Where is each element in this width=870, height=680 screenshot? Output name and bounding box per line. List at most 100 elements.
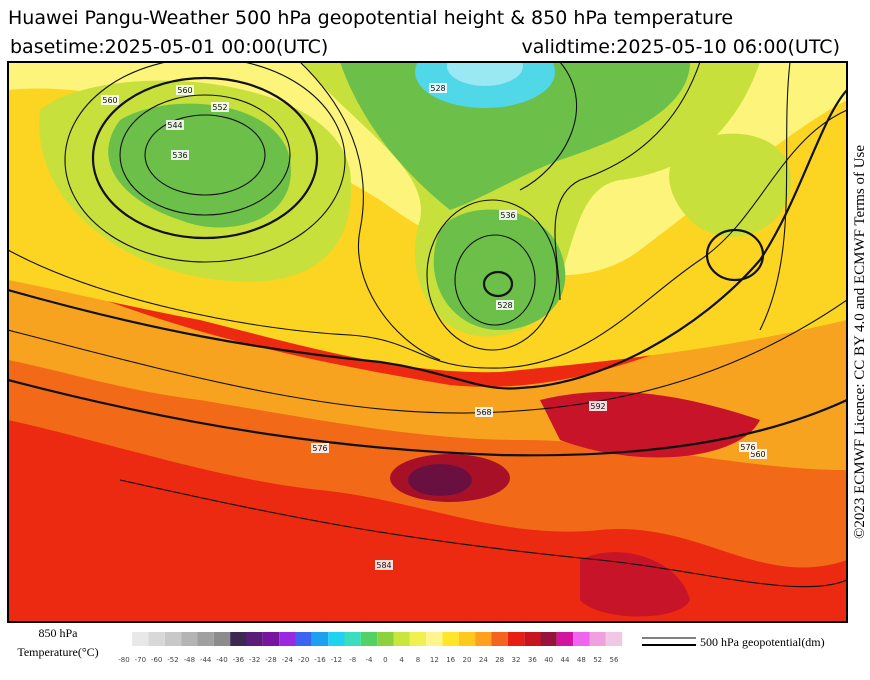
contour-label: 560 xyxy=(102,96,117,105)
colorbar-cell xyxy=(360,632,378,646)
colorbar-tick-label: -16 xyxy=(314,656,326,664)
contour-label-bg xyxy=(375,560,393,570)
contour-label-bg xyxy=(311,443,329,453)
colorbar-tick-label: 8 xyxy=(416,656,420,664)
colorbar-cell xyxy=(458,632,476,646)
colorbar-tick-label: 20 xyxy=(463,656,472,664)
map-frame xyxy=(7,61,848,623)
licence: ©2023 ECMWF Licence: CC BY 4.0 and ECMWF… xyxy=(852,145,868,539)
colorbar-tick-label: 28 xyxy=(495,656,504,664)
contour-label-bg xyxy=(475,407,493,417)
colorbar-tick-label: -24 xyxy=(282,656,294,664)
colorbar-cell xyxy=(540,632,557,646)
colorbar-cell xyxy=(589,632,606,646)
contour-label: 560 xyxy=(750,450,765,459)
colorbar-tick-label: 24 xyxy=(479,656,488,664)
colorbar-cell xyxy=(605,632,623,646)
colorbar-cell xyxy=(344,632,361,646)
contour-label-bg xyxy=(101,95,119,105)
contour-label-bg xyxy=(499,210,517,220)
colorbar-tick-label: -52 xyxy=(167,656,178,664)
colorbar-cell xyxy=(181,632,198,646)
colorbar-cell xyxy=(213,632,231,646)
contour-label: 576 xyxy=(312,444,327,453)
colorbar-cell xyxy=(393,632,410,646)
basetime: basetime:2025-05-01 00:00(UTC) xyxy=(10,36,328,58)
colorbar-cell xyxy=(377,632,394,646)
colorbar-tick-label: 0 xyxy=(383,656,387,664)
contour-label: 576 xyxy=(740,443,755,452)
colorbar-tick-label: -70 xyxy=(135,656,146,664)
colorbar-cell xyxy=(507,632,525,646)
contour-label: 528 xyxy=(430,84,445,93)
colorbar-tick-label: 40 xyxy=(544,656,553,664)
colorbar-tick-label: 52 xyxy=(593,656,602,664)
colorbar-tick-label: -60 xyxy=(151,656,162,664)
contour-label-bg xyxy=(749,449,767,459)
colorbar-cell xyxy=(524,632,541,646)
contour-label: 528 xyxy=(497,301,512,310)
colorbar-cell xyxy=(164,632,182,646)
contour-label-bg xyxy=(211,102,229,112)
contour-label-bg xyxy=(739,442,757,452)
colorbar-cell xyxy=(426,632,443,646)
colorbar-tick-label: 4 xyxy=(399,656,404,664)
colorbar-tick-label: 56 xyxy=(610,656,619,664)
colorbar-tick-label: -8 xyxy=(349,656,356,664)
contour-label-bg xyxy=(176,85,194,95)
colorbar-tick-label: 12 xyxy=(430,656,439,664)
contour-label: 560 xyxy=(177,86,192,95)
contours xyxy=(8,62,847,588)
colorbar-cell xyxy=(556,632,574,646)
colorbar-cell xyxy=(442,632,459,646)
colorbar-cell xyxy=(491,632,508,646)
colorbar-tick-label: 36 xyxy=(528,656,537,664)
colorbar-cell xyxy=(148,632,165,646)
colorbar-tick-label: -12 xyxy=(331,656,342,664)
contour-label-bg xyxy=(496,300,514,310)
colorbar-tick-label: -32 xyxy=(249,656,260,664)
contour-label: 544 xyxy=(167,121,182,130)
colorbar-cell xyxy=(328,632,345,646)
colorbar-tick-label: -20 xyxy=(298,656,309,664)
colorbar-cell xyxy=(573,632,590,646)
colorbar-cell xyxy=(475,632,492,646)
colorbar-cell xyxy=(262,632,280,646)
colorbar-tick-label: 48 xyxy=(577,656,586,664)
contour-label: 592 xyxy=(590,402,605,411)
contour-label-bg xyxy=(166,120,184,130)
contour-label-bg xyxy=(429,83,447,93)
contour-label-bg xyxy=(589,401,607,411)
contour-label: 536 xyxy=(172,151,187,160)
temperature-unit: Temperature(°C) xyxy=(17,645,98,659)
colorbar-cell xyxy=(197,632,214,646)
colorbar-tick-label: -80 xyxy=(118,656,129,664)
title: Huawei Pangu-Weather 500 hPa geopotentia… xyxy=(8,7,733,29)
colorbar-cell xyxy=(295,632,312,646)
contour-legend: 500 hPa geopotential(dm) xyxy=(700,635,825,649)
colorbar-cell xyxy=(230,632,247,646)
colorbar-tick-label: 16 xyxy=(446,656,455,664)
colorbar-tick-label: -28 xyxy=(265,656,276,664)
contour-label: 536 xyxy=(500,211,515,220)
colorbar-tick-label: -36 xyxy=(233,656,245,664)
colorbar-tick-label: 44 xyxy=(561,656,570,664)
colorbar-cell xyxy=(409,632,427,646)
contour-label: 584 xyxy=(376,561,391,570)
validtime: validtime:2025-05-10 06:00(UTC) xyxy=(521,36,840,58)
contour-label: 552 xyxy=(212,103,227,112)
colorbar-cell xyxy=(246,632,263,646)
colorbar-cell xyxy=(279,632,296,646)
contour-label-bg xyxy=(171,150,189,160)
colorbar-cell xyxy=(311,632,329,646)
colorbar-tick-label: 32 xyxy=(512,656,521,664)
colorbar-tick-label: -40 xyxy=(216,656,227,664)
colorbar-tick-label: -4 xyxy=(366,656,374,664)
temperature-title: 850 hPa xyxy=(39,626,79,640)
colorbar-cell xyxy=(132,632,149,646)
map xyxy=(8,62,847,622)
colorbar-tick-label: -48 xyxy=(184,656,195,664)
colorbar-tick-label: -44 xyxy=(200,656,212,664)
contour-label: 568 xyxy=(476,408,491,417)
